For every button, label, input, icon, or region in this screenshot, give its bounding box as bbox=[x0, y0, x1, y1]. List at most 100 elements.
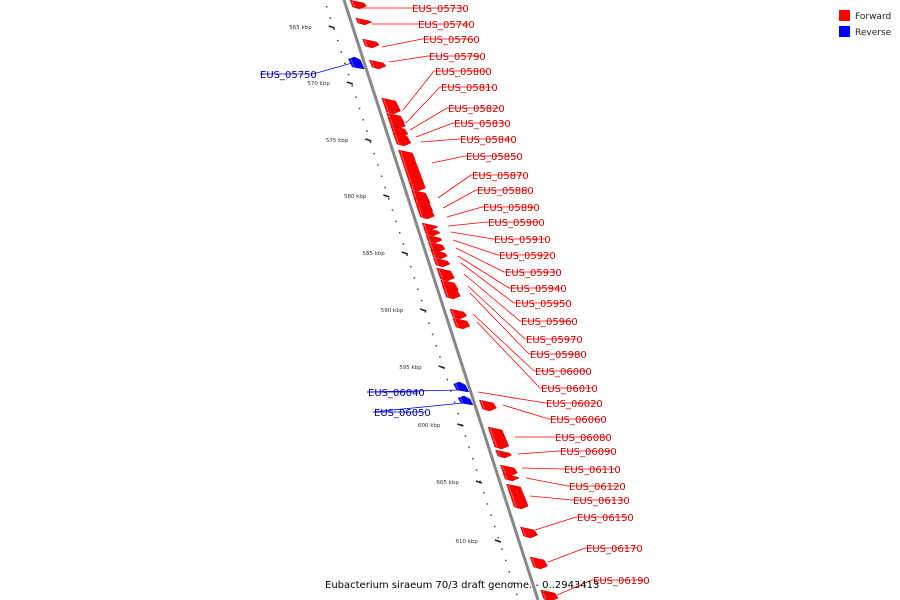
scale-tick-label: 605 kbp bbox=[436, 480, 459, 486]
gene-feature[interactable] bbox=[487, 426, 510, 450]
gene-label[interactable]: EUS_05790 bbox=[429, 52, 486, 63]
scale-dot bbox=[380, 175, 383, 177]
gene-feature-highlight bbox=[438, 268, 443, 280]
gene-feature[interactable] bbox=[369, 59, 387, 70]
scale-tick-label: 590 kbp bbox=[381, 308, 404, 314]
gene-feature[interactable] bbox=[442, 285, 461, 300]
gene-feature-highlight bbox=[351, 0, 356, 8]
gene-label[interactable]: EUS_06040 bbox=[368, 388, 425, 399]
gene-feature[interactable] bbox=[452, 317, 471, 330]
gene-label[interactable]: EUS_06010 bbox=[541, 384, 598, 395]
gene-label[interactable]: EUS_06110 bbox=[564, 465, 621, 476]
scale-dot bbox=[325, 6, 328, 8]
scale-tick-label: 575 kbp bbox=[326, 138, 349, 144]
label-leader-line bbox=[442, 189, 477, 209]
scale-dot bbox=[464, 435, 467, 437]
label-leader-line bbox=[446, 206, 483, 218]
gene-label[interactable]: EUS_05850 bbox=[466, 152, 523, 163]
gene-feature[interactable] bbox=[430, 249, 448, 260]
gene-label[interactable]: EUS_05840 bbox=[460, 135, 517, 146]
gene-label[interactable]: EUS_06120 bbox=[569, 482, 626, 493]
gene-label[interactable]: EUS_06000 bbox=[535, 367, 592, 378]
gene-label[interactable]: EUS_05870 bbox=[472, 171, 529, 182]
gene-label[interactable]: EUS_05760 bbox=[423, 35, 480, 46]
gene-feature[interactable] bbox=[453, 381, 470, 393]
gene-label[interactable]: EUS_05980 bbox=[530, 350, 587, 361]
scale-dot bbox=[355, 96, 357, 98]
gene-label[interactable]: EUS_05920 bbox=[499, 251, 556, 262]
scale-dot bbox=[336, 39, 339, 42]
gene-feature[interactable] bbox=[495, 449, 513, 459]
gene-feature[interactable] bbox=[502, 473, 520, 482]
gene-label[interactable]: EUS_05740 bbox=[418, 20, 475, 31]
label-leader-line bbox=[517, 450, 560, 455]
scale-dot bbox=[399, 232, 401, 234]
gene-label[interactable]: EUS_05970 bbox=[526, 335, 583, 346]
scale-dot bbox=[472, 458, 474, 460]
scale-dot bbox=[501, 548, 503, 550]
scale-dot bbox=[373, 152, 375, 155]
gene-label[interactable]: EUS_05880 bbox=[477, 186, 534, 197]
gene-feature[interactable] bbox=[381, 97, 401, 115]
gene-feature-highlight bbox=[443, 286, 449, 298]
gene-feature-highlight bbox=[432, 250, 436, 258]
gene-feature[interactable] bbox=[416, 205, 435, 220]
gene-label[interactable]: EUS_05890 bbox=[483, 203, 540, 214]
label-leader-line bbox=[312, 62, 353, 75]
scale-ticks: 565 kbp 570 kbp 575 kbp 580 kbp 585 kbp 590 k… bbox=[289, 6, 518, 596]
gene-feature[interactable] bbox=[425, 234, 443, 244]
gene-label[interactable]: EUS_05810 bbox=[441, 83, 498, 94]
gene-label[interactable]: EUS_05940 bbox=[510, 284, 567, 295]
scale-dot bbox=[391, 209, 394, 211]
scale-tick-label: 565 kbp bbox=[289, 25, 312, 31]
scale-dot bbox=[409, 265, 412, 268]
gene-label[interactable]: EUS_05910 bbox=[494, 235, 551, 246]
gene-feature[interactable] bbox=[392, 132, 412, 147]
gene-feature-highlight bbox=[383, 98, 390, 113]
label-leader-line bbox=[460, 262, 515, 304]
gene-label[interactable]: EUS_05930 bbox=[505, 268, 562, 279]
gene-label[interactable]: EUS_05960 bbox=[521, 317, 578, 328]
gene-feature[interactable] bbox=[529, 556, 548, 570]
scale-dot bbox=[453, 401, 456, 403]
gene-feature[interactable] bbox=[449, 308, 468, 320]
gene-feature[interactable] bbox=[520, 526, 538, 539]
gene-label[interactable]: EUS_06170 bbox=[586, 544, 643, 555]
gene-label[interactable]: EUS_06090 bbox=[560, 447, 617, 458]
gene-label[interactable]: EUS_06020 bbox=[546, 399, 603, 410]
gene-feature[interactable] bbox=[421, 222, 439, 231]
gene-feature[interactable] bbox=[348, 56, 365, 70]
gene-feature[interactable] bbox=[355, 17, 373, 26]
gene-feature[interactable] bbox=[506, 483, 529, 510]
label-leader-line bbox=[534, 516, 577, 531]
gene-feature[interactable] bbox=[423, 227, 441, 237]
scale-dot bbox=[504, 559, 507, 562]
gene-feature[interactable] bbox=[479, 399, 497, 412]
gene-feature[interactable] bbox=[500, 464, 518, 477]
gene-label[interactable]: EUS_06190 bbox=[593, 576, 650, 587]
gene-label[interactable]: EUS_05900 bbox=[488, 218, 545, 229]
scale-dot bbox=[431, 333, 434, 336]
gene-feature[interactable] bbox=[433, 257, 451, 268]
scale-dot bbox=[358, 107, 361, 110]
gene-label[interactable]: EUS_05750 bbox=[260, 70, 317, 81]
gene-label[interactable]: EUS_06130 bbox=[573, 496, 630, 507]
gene-label[interactable]: EUS_05820 bbox=[448, 104, 505, 115]
gene-feature[interactable] bbox=[349, 0, 367, 10]
scale-dot bbox=[439, 356, 441, 358]
scale-tick bbox=[475, 480, 483, 484]
gene-feature[interactable] bbox=[427, 241, 446, 253]
gene-feature[interactable] bbox=[362, 38, 380, 49]
gene-label[interactable]: EUS_06060 bbox=[550, 415, 607, 426]
gene-feature[interactable] bbox=[398, 149, 426, 192]
gene-label[interactable]: EUS_05830 bbox=[454, 119, 511, 130]
gene-label[interactable]: EUS_06080 bbox=[555, 433, 612, 444]
gene-label[interactable]: EUS_05800 bbox=[435, 67, 492, 78]
gene-label[interactable]: EUS_06150 bbox=[577, 513, 634, 524]
gene-feature[interactable] bbox=[436, 267, 455, 282]
gene-label[interactable]: EUS_05950 bbox=[515, 299, 572, 310]
gene-label[interactable]: EUS_06050 bbox=[374, 408, 431, 419]
gene-label[interactable]: EUS_05730 bbox=[412, 4, 469, 15]
label-leader-lines bbox=[260, 7, 644, 597]
